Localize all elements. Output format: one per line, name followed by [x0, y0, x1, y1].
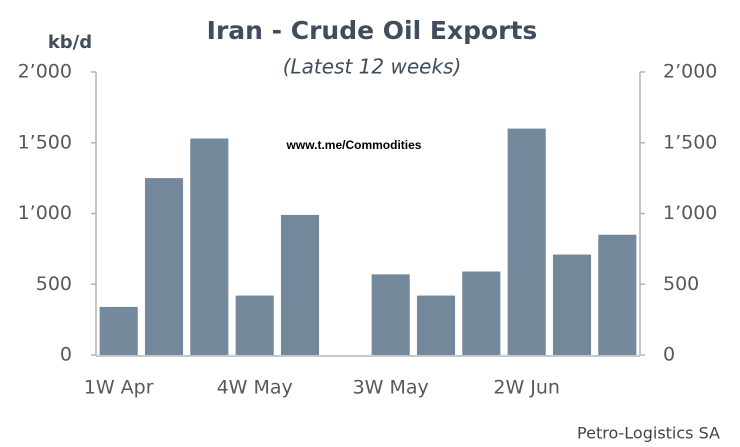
bar [552, 254, 592, 355]
source-note: Petro-Logistics SA [577, 424, 720, 443]
watermark: www.t.me/Commodities [286, 138, 422, 152]
chart-title: Iran - Crude Oil Exports [207, 16, 538, 45]
x-tick-label: 4W May [217, 377, 293, 399]
bar [371, 274, 410, 355]
y2-tick-label: 2’000 [663, 61, 717, 83]
bar [144, 178, 184, 355]
y2-tick-label: 500 [663, 273, 699, 295]
bar [190, 138, 229, 355]
y-tick-label: 1’000 [18, 202, 72, 224]
y2-tick-label: 1’000 [663, 202, 717, 224]
bar [280, 214, 320, 355]
bar [598, 234, 637, 355]
y-tick-label: 2’000 [18, 61, 72, 83]
bar [235, 295, 274, 355]
y2-tick-label: 1’500 [663, 131, 717, 153]
x-tick-label: 3W May [353, 377, 429, 399]
y2-tick-label: 0 [663, 344, 675, 366]
bar [416, 295, 456, 355]
x-tick-label: 2W Jun [493, 377, 560, 399]
bar [462, 271, 501, 355]
chart-subtitle: (Latest 12 weeks) [283, 55, 462, 79]
y-tick-label: 0 [60, 344, 72, 366]
y-tick-label: 1’500 [18, 131, 72, 153]
bar [507, 128, 546, 355]
x-tick-label: 1W Apr [84, 377, 154, 399]
y-tick-label: 500 [36, 273, 72, 295]
y-axis-label: kb/d [48, 32, 92, 53]
bar [99, 306, 138, 355]
